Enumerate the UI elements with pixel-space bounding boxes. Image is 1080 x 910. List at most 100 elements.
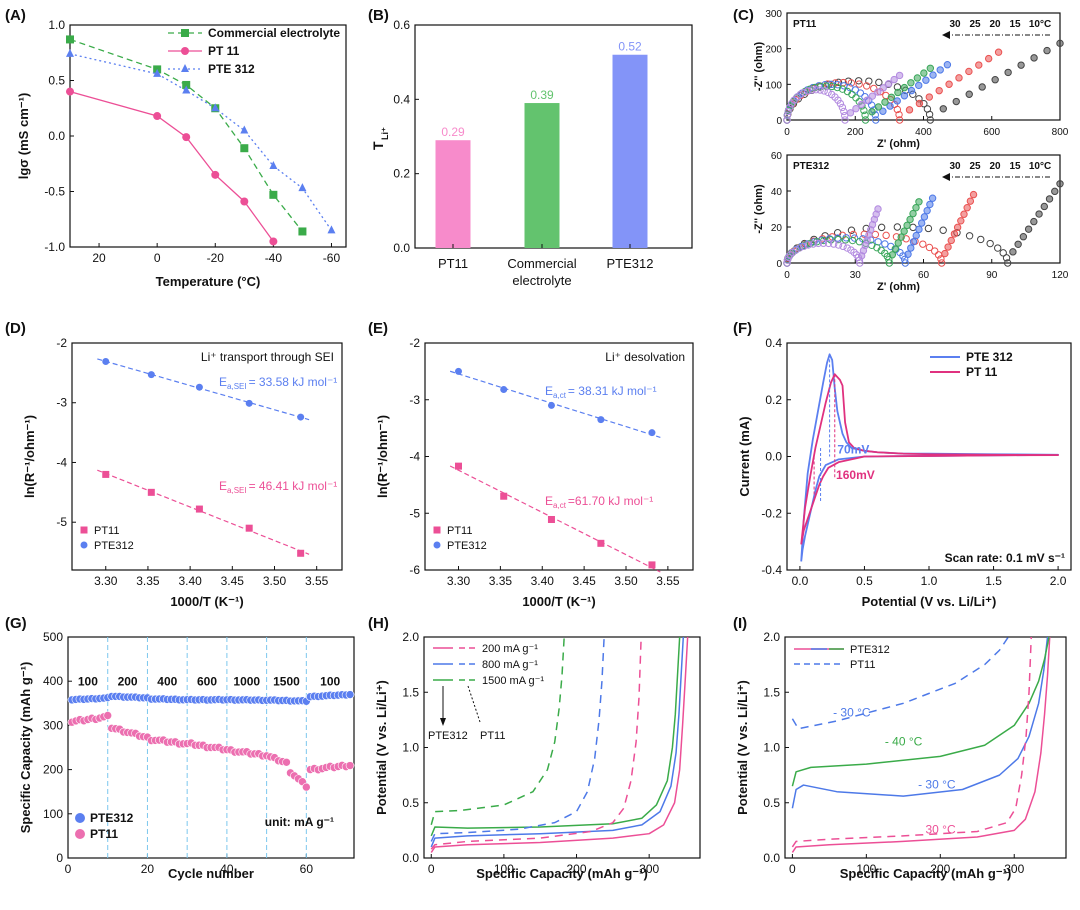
data-point xyxy=(269,190,278,199)
impedance-point xyxy=(895,110,903,119)
data-point xyxy=(147,488,155,496)
data-point xyxy=(500,386,508,394)
x-axis-label: 1000/T (K⁻¹) xyxy=(522,594,595,609)
impedance-point xyxy=(847,226,856,234)
impedance-point xyxy=(861,116,870,124)
x-tick-label: 3.30 xyxy=(447,574,471,588)
voltage-curve xyxy=(791,636,1049,809)
x-tick-label: 3.45 xyxy=(572,574,596,588)
temperature-arrowhead xyxy=(942,173,950,181)
legend-label: PT11 xyxy=(447,525,472,537)
y-tick-label: 100 xyxy=(43,807,63,821)
y-axis-label: ln(R⁻¹/ohm⁻¹) xyxy=(22,415,37,498)
legend-label: PT11 xyxy=(850,659,875,671)
energy-value: = 33.58 kJ mol⁻¹ xyxy=(249,375,338,389)
impedance-point xyxy=(824,239,833,248)
impedance-point xyxy=(874,205,882,213)
voltage-curve xyxy=(791,636,1009,730)
impedance-point xyxy=(901,259,909,267)
data-point xyxy=(547,515,555,523)
impedance-point xyxy=(909,238,918,246)
data-point xyxy=(597,539,605,547)
impedance-point xyxy=(1017,61,1025,69)
impedance-point xyxy=(891,245,899,253)
panel-label: (I) xyxy=(733,615,747,632)
legend-label: PT11 xyxy=(94,525,119,537)
impedance-point xyxy=(885,255,893,264)
impedance-point xyxy=(969,190,978,199)
cycle-point xyxy=(282,757,291,767)
x-axis-label: Temperature (°C) xyxy=(156,274,261,289)
temperature-label: 10°C xyxy=(1029,161,1051,172)
x-tick-label: 3.35 xyxy=(489,574,513,588)
x-tick-label: 2.0 xyxy=(1050,574,1067,588)
x-tick-label: 3.30 xyxy=(94,574,118,588)
y-tick-label: -5 xyxy=(409,506,420,520)
impedance-point xyxy=(900,83,909,92)
panel-label: (F) xyxy=(733,320,752,337)
rate-label: 100 xyxy=(320,675,340,689)
impedance-point xyxy=(929,71,937,79)
y-tick-label: 0.5 xyxy=(48,74,65,88)
impedance-point xyxy=(828,82,836,91)
data-point xyxy=(269,160,278,169)
data-point xyxy=(269,237,278,246)
impedance-point xyxy=(852,104,860,113)
impedance-point xyxy=(925,243,934,252)
impedance-point xyxy=(1019,233,1028,241)
x-tick-label: 0 xyxy=(65,862,72,876)
impedance-point xyxy=(882,231,890,240)
y-tick-label: 1.0 xyxy=(763,741,780,755)
x-tick-label: 200 xyxy=(930,862,950,876)
impedance-point xyxy=(881,98,889,106)
panel-label: (E) xyxy=(368,320,388,337)
fit-line xyxy=(449,370,661,438)
impedance-point xyxy=(925,93,934,101)
data-point xyxy=(195,383,203,391)
y-tick-label: 0.5 xyxy=(402,796,419,810)
x-category-label: Commercial xyxy=(507,256,576,271)
impedance-point xyxy=(1051,187,1059,196)
temperature-label: 15 xyxy=(1009,161,1021,172)
voltage-curve xyxy=(430,636,642,850)
data-point xyxy=(181,29,189,37)
legend-label: PT 11 xyxy=(208,44,240,58)
data-point xyxy=(80,541,88,549)
impedance-point xyxy=(907,79,915,87)
data-point xyxy=(211,103,220,112)
data-point xyxy=(195,505,203,513)
y-tick-label: -2 xyxy=(409,336,420,350)
impedance-point xyxy=(953,223,962,232)
impedance-point xyxy=(923,206,931,215)
impedance-point xyxy=(841,111,849,120)
panel-title: Li⁺ transport through SEI xyxy=(201,350,334,364)
impedance-point xyxy=(984,54,993,63)
x-tick-label: 40 xyxy=(220,862,234,876)
impedance-point xyxy=(900,227,908,235)
rate-label: 400 xyxy=(157,675,177,689)
temperature-annotation: - 30 °C xyxy=(833,706,871,720)
data-point xyxy=(240,197,249,206)
y-tick-label: -2 xyxy=(56,336,67,350)
bar-value-label: 0.29 xyxy=(441,125,465,139)
impedance-point xyxy=(884,80,893,88)
scan-rate-note: Scan rate: 0.1 mV s⁻¹ xyxy=(945,551,1065,565)
panel-h: (H) 0 100 200 300 0.0 0.5 1.0 1.5 2.0 Specific Cap… xyxy=(368,615,701,881)
y-tick-label: 100 xyxy=(765,80,782,91)
impedance-point xyxy=(1004,68,1012,77)
impedance-point xyxy=(915,81,923,90)
impedance-point xyxy=(900,255,909,264)
panel-label: (G) xyxy=(5,615,27,632)
impedance-point xyxy=(912,203,920,212)
temperature-annotation: 30 °C xyxy=(926,823,956,837)
x-tick-label: 300 xyxy=(1004,862,1024,876)
data-point xyxy=(102,358,110,366)
energy-symbol: E xyxy=(219,479,227,493)
energy-subscript: a,ct xyxy=(553,391,567,400)
impedance-point xyxy=(938,259,946,267)
impedance-point xyxy=(903,221,911,230)
x-tick-label: 600 xyxy=(983,127,1000,138)
x-axis-label: Specific Capacity (mAh g⁻¹) xyxy=(476,866,648,881)
impedance-point xyxy=(850,234,859,242)
